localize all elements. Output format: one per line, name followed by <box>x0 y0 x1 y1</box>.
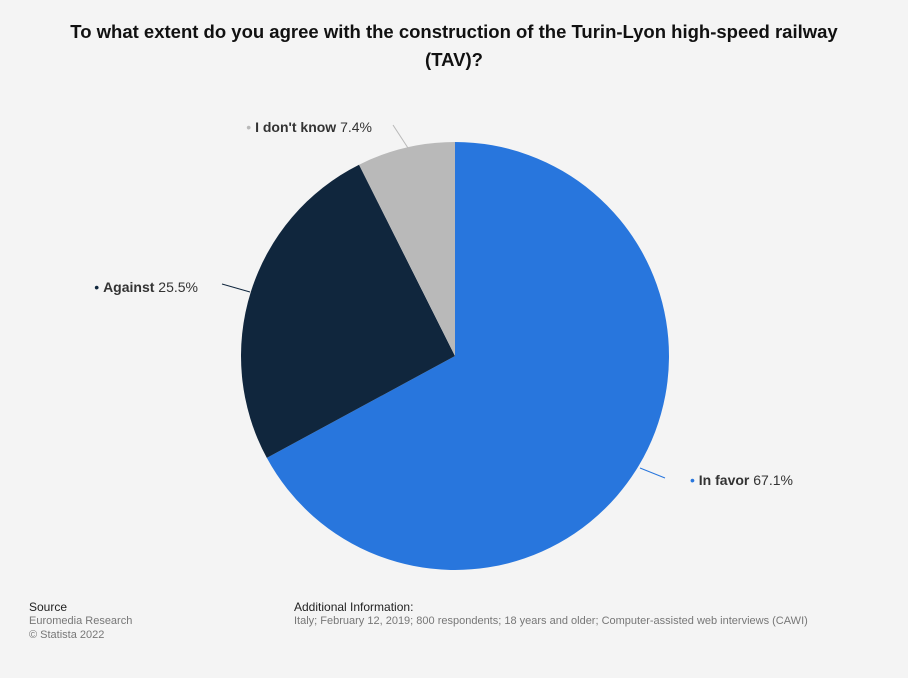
slice-category: Against <box>103 279 158 295</box>
slice-value: 67.1% <box>753 472 793 488</box>
slice-label: • In favor 67.1% <box>690 472 793 488</box>
additional-info-heading: Additional Information: <box>294 600 414 614</box>
pie-slice-in-favor[interactable] <box>266 142 670 570</box>
additional-info-text: Italy; February 12, 2019; 800 respondent… <box>294 615 808 627</box>
chart-title: To what extent do you agree with the con… <box>70 21 838 70</box>
source-line-2: © Statista 2022 <box>29 629 105 641</box>
additional-info-block: Additional Information: Italy; February … <box>294 600 808 628</box>
pie-slice-against[interactable] <box>241 164 455 458</box>
leader-line <box>392 124 409 149</box>
slice-value: 25.5% <box>158 279 198 295</box>
source-block: Source Euromedia Research © Statista 202… <box>29 600 132 642</box>
pie-chart: • In favor 67.1%• Against 25.5%• I don't… <box>94 119 793 570</box>
slice-category: In favor <box>699 472 753 488</box>
leader-line <box>639 467 666 479</box>
leader-line <box>221 283 251 293</box>
legend-bullet-icon: • <box>94 279 103 295</box>
legend-bullet-icon: • <box>690 472 699 488</box>
slice-value: 7.4% <box>340 119 372 135</box>
source-line-1[interactable]: Euromedia Research <box>29 615 133 627</box>
pie-slice-i-don-t-know[interactable] <box>359 142 455 356</box>
source-heading: Source <box>29 600 68 614</box>
slice-category: I don't know <box>255 119 340 135</box>
legend-bullet-icon: • <box>246 119 255 135</box>
slice-label: • I don't know 7.4% <box>246 119 372 135</box>
slice-label: • Against 25.5% <box>94 279 198 295</box>
